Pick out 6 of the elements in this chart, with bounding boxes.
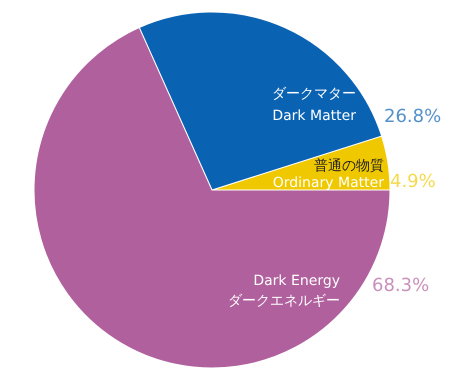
data-label: 68.3% bbox=[372, 275, 430, 296]
slice-label: 普通の物質 Ordinary Matter bbox=[272, 157, 384, 191]
slice-label: ダークマター Dark Matter bbox=[272, 86, 356, 124]
data-label: 4.9% bbox=[390, 171, 436, 192]
data-label: 26.8% bbox=[384, 106, 442, 127]
slice-label: Dark Energy ダークエネルギー bbox=[228, 273, 340, 309]
